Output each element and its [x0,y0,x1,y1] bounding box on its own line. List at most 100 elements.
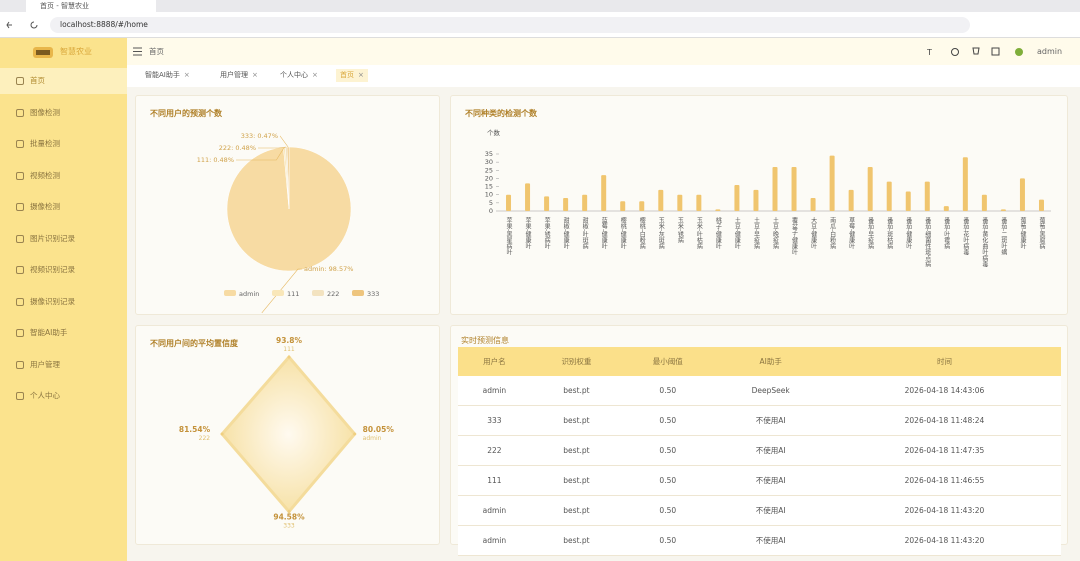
table-row: admin best.pt 0.50 DeepSeek 2026-04-18 14:43… [458,376,1061,406]
table-cell: admin [458,525,531,556]
x-tick-label: 葡萄-黑腐病 [1038,216,1045,250]
column-header: 最小阈值 [622,347,714,376]
browser-tab[interactable]: 首页 - 智慧农业 [26,0,156,12]
address-bar: localhost:8888/#/home [0,12,1080,38]
x-tick-label: 玉米-灰斑病 [657,217,664,250]
table-header: 用户名 识别权重 最小阈值 AI助手 时间 [458,347,1061,376]
bar [1000,209,1006,211]
svg-text:T: T [927,48,932,57]
table-cell: 不使用AI [713,495,828,526]
legend-swatch [352,290,364,296]
x-tick-label: 苹果-黑星病叶 [505,216,512,256]
table-cell: 不使用AI [713,525,828,556]
icon-shape [16,140,24,148]
bar [962,157,968,211]
radar-area [220,354,357,514]
menu-item[interactable]: 图像检测 [30,107,60,117]
y-tick-label: 25 [485,166,493,174]
bar [810,197,816,211]
breadcrumb[interactable]: 首页 [149,47,164,56]
x-tick-label: 番茄-斑枯病 [886,217,893,250]
table-cell: 2026-04-18 11:48:24 [827,405,1061,436]
menu-item[interactable]: 视频检测 [30,170,60,180]
tab-close[interactable]: × [312,71,318,79]
icon-shape [16,108,24,117]
legend-label: 222 [327,290,339,298]
menu-icon [16,392,24,400]
menu-toggle[interactable] [133,47,143,56]
table-cell: 0.50 [622,405,714,436]
bar [696,194,702,211]
bar [753,189,759,211]
menu-icon [16,234,24,243]
slice-label: 111: 0.48% [197,156,234,164]
page-tab[interactable]: 用户管理 × [220,71,258,79]
bar [791,167,797,211]
menu-item[interactable]: 图片识别记录 [30,233,75,243]
menu-item[interactable]: 用户管理 [30,359,60,369]
x-tick-label: 大豆-健康叶 [810,216,817,250]
menu-item[interactable]: 智能AI助手 [30,328,68,337]
page-tab[interactable]: 智能AI助手 × [145,71,190,79]
radar-value: 81.54% [179,425,211,434]
bar [582,194,588,211]
tab-close[interactable]: × [358,71,364,79]
menu-item[interactable]: 视频识别记录 [30,265,75,274]
tab-close[interactable]: × [183,71,190,79]
table-cell: 不使用AI [713,435,828,466]
table-row: admin best.pt 0.50 不使用AI 2026-04-18 11:43:20 [458,495,1061,526]
table-cell: 不使用AI [713,465,828,496]
tab-close[interactable]: × [252,71,258,79]
menu-item[interactable]: 批量检测 [30,139,60,148]
radar-value: 94.58% [273,513,305,522]
chart: 不同用户间的平均置信度 93.8%111 80.05%admin 94.58%333 8… [150,336,394,529]
radar-axis-label: 222 [199,435,211,442]
header-icons[interactable]: T [927,46,1027,58]
table-cell: 不使用AI [713,405,828,436]
bar [905,191,911,211]
table-cell: best.pt [530,465,623,496]
chart-title: 不同用户的预测个数 [150,108,223,118]
menu-icon [16,266,24,274]
prediction-table: 用户名 识别权重 最小阈值 AI助手 时间 admin best.pt 0.50 DeepSee… [458,347,1061,556]
browser-tab-bar: 首页 - 智慧农业 [0,0,1080,12]
legend-label: admin [239,290,259,298]
y-axis-label: 个数 [487,128,501,137]
radar-point [287,355,291,359]
table-cell: best.pt [530,405,623,436]
icon-shape [16,360,24,369]
user-name[interactable]: admin [1037,47,1063,56]
bar-panel: 不同种类的检测个数 个数 0 5 10 15 20 25 30 35 苹果-黑星病叶 苹果-健康叶 苹果… [450,95,1068,315]
radar-point [353,432,357,436]
table-cell: 0.50 [622,376,714,406]
table-cell: 0.50 [622,465,714,496]
menu-icon [16,360,24,369]
chart-title: 不同用户间的平均置信度 [150,338,239,348]
bar [506,194,512,211]
x-tick-label: 番茄-二斑叶螨 [1000,217,1007,256]
menu-item[interactable]: 摄像识别记录 [30,296,75,306]
menu-item[interactable]: 首页 [0,68,127,94]
x-tick-label: 桃子-健康叶 [714,216,721,250]
radar-panel: 不同用户间的平均置信度 93.8% 111 80.05% admin 94.58% 333 8… [135,325,440,545]
x-tick-label: 土豆-健康叶 [733,216,740,250]
x-tick-label: 甜椒-健康叶 [562,216,569,250]
menu-icon [16,329,24,337]
menu-item[interactable]: 摄像检测 [30,202,60,211]
icon-shape [16,392,24,400]
nav-buttons[interactable] [6,19,42,31]
page-tab[interactable]: 首页 × [336,69,368,82]
page-tab[interactable]: 个人中心 × [280,71,318,79]
table-cell: 0.50 [622,525,714,556]
x-tick-label: 番茄-黄化曲叶病毒 [981,217,988,268]
menu-item[interactable]: 个人中心 [30,391,60,400]
url-field[interactable]: localhost:8888/#/home [50,17,970,33]
sidebar: 智慧农业 首页 图像检测 批量检测 视频检测 摄像检测 图片识别记录 视频识别记录 摄像识别记… [0,38,127,561]
y-tick-label: 15 [485,183,493,191]
bar [734,184,740,211]
x-tick-label: 苹果-锈病叶 [543,216,550,250]
x-tick-label: 玉米-锈病 [676,217,683,244]
x-tick-label: 番茄-叶霉病 [943,217,950,250]
x-tick-label: 番茄-健康叶 [905,217,912,250]
